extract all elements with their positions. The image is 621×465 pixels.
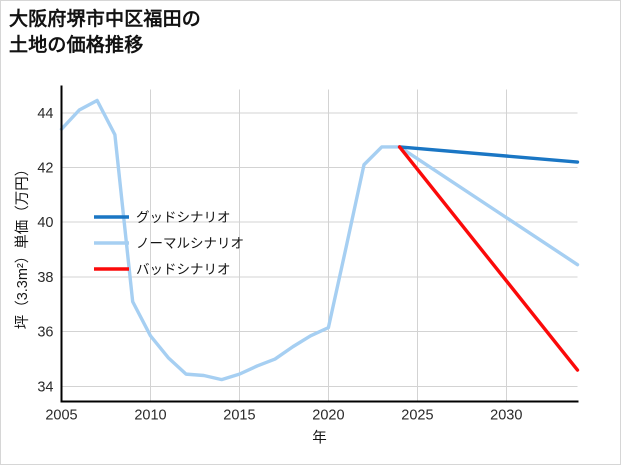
page-title: 大阪府堺市中区福田の 土地の価格推移 (9, 9, 202, 56)
x-tick-label: 2025 (401, 408, 433, 424)
y-tick-label: 34 (37, 379, 53, 395)
x-axis-title: 年 (312, 430, 327, 447)
axis-spines (60, 85, 579, 403)
legend-label: ノーマルシナリオ (136, 236, 244, 251)
series-line (59, 98, 580, 382)
y-tick-label: 44 (37, 106, 53, 122)
y-tick-label: 42 (37, 161, 53, 177)
series-lines (59, 98, 580, 382)
y-axis-title: 坪（3.3m²）単価（万円） (14, 162, 31, 330)
y-tick-label: 38 (37, 270, 53, 286)
legend-label: グッドシナリオ (136, 210, 231, 225)
legend-label: バッドシナリオ (136, 262, 231, 277)
x-tick-label: 2005 (45, 408, 77, 424)
series-line (397, 145, 580, 164)
x-axis-tick-labels: 2005 2010 2015 2020 2025 2030 (45, 408, 522, 424)
x-tick-label: 2010 (134, 408, 166, 424)
x-tick-label: 2020 (312, 408, 344, 424)
y-tick-label: 36 (37, 325, 53, 341)
y-axis-tick-labels: 34 36 38 40 42 44 (37, 106, 53, 396)
x-tick-label: 2015 (223, 408, 255, 424)
series-line (397, 145, 580, 372)
y-tick-label: 40 (37, 215, 53, 231)
x-tick-label: 2030 (490, 408, 522, 424)
axis-titles: 年 坪（3.3m²）単価（万円） (14, 162, 327, 447)
